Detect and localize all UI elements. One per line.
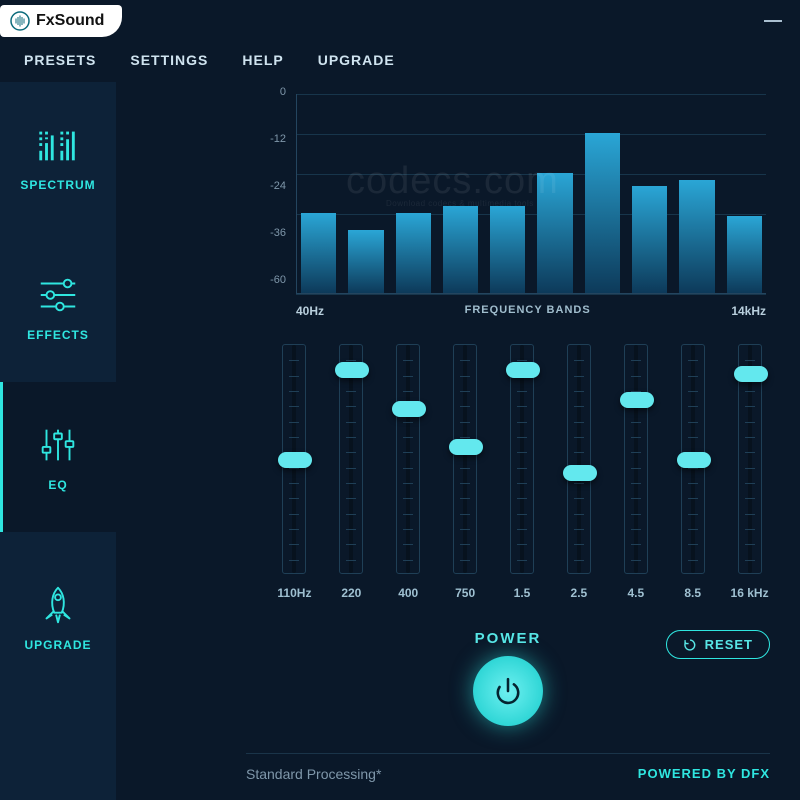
sidebar-item-label: UPGRADE: [24, 638, 91, 652]
eq-slider[interactable]: [681, 344, 705, 574]
app-name: FxSound: [36, 12, 104, 30]
app-logo: FxSound: [0, 5, 122, 37]
eq-slider[interactable]: [339, 344, 363, 574]
minimize-button[interactable]: [764, 20, 782, 22]
eq-slider[interactable]: [282, 344, 306, 574]
sidebar-item-label: SPECTRUM: [20, 178, 95, 192]
chart-bar: [443, 206, 478, 293]
slider-thumb[interactable]: [449, 439, 483, 455]
reset-label: RESET: [705, 637, 753, 652]
menu-upgrade[interactable]: UPGRADE: [318, 52, 395, 68]
eq-slider[interactable]: [624, 344, 648, 574]
eq-slider[interactable]: [738, 344, 762, 574]
eq-slider[interactable]: [567, 344, 591, 574]
reset-icon: [683, 638, 697, 652]
sidebar-item-label: EQ: [48, 478, 67, 492]
sidebar: SPECTRUM EFFECTS EQ: [0, 82, 116, 800]
eq-slider[interactable]: [396, 344, 420, 574]
preset-name: Standard Processing*: [246, 766, 381, 782]
slider-label: 220: [341, 586, 361, 600]
sidebar-item-label: EFFECTS: [27, 328, 89, 342]
chart-bar: [348, 230, 383, 293]
soundwave-icon: [10, 11, 30, 31]
slider-label: 110Hz: [277, 586, 311, 600]
menu-help[interactable]: HELP: [242, 52, 283, 68]
chart-bar: [537, 173, 572, 293]
chart-bar: [679, 180, 714, 293]
chart-bar: [585, 133, 620, 293]
eq-slider[interactable]: [510, 344, 534, 574]
slider-thumb[interactable]: [677, 452, 711, 468]
axis-right-label: 14kHz: [731, 304, 766, 318]
menu-settings[interactable]: SETTINGS: [130, 52, 208, 68]
sidebar-item-spectrum[interactable]: SPECTRUM: [0, 82, 116, 232]
eq-icon: [35, 422, 81, 468]
sidebar-item-upgrade[interactable]: UPGRADE: [0, 532, 116, 702]
main-panel: 0-12-24-36-60 40Hz FREQUENCY BANDS 14kHz…: [116, 82, 800, 800]
menu-presets[interactable]: PRESETS: [24, 52, 96, 68]
slider-label: 8.5: [684, 586, 701, 600]
sidebar-item-effects[interactable]: EFFECTS: [0, 232, 116, 382]
frequency-chart: [296, 94, 766, 294]
effects-icon: [35, 272, 81, 318]
slider-label: 2.5: [571, 586, 588, 600]
slider-thumb[interactable]: [506, 362, 540, 378]
sidebar-item-eq[interactable]: EQ: [0, 382, 116, 532]
menubar: PRESETS SETTINGS HELP UPGRADE: [0, 42, 800, 82]
powered-by: POWERED BY DFX: [638, 766, 770, 782]
power-label: POWER: [475, 630, 542, 647]
spectrum-icon: [35, 122, 81, 168]
slider-label: 16 kHz: [731, 586, 769, 600]
footer: Standard Processing* POWERED BY DFX: [246, 753, 770, 782]
chart-x-axis: 40Hz FREQUENCY BANDS 14kHz: [296, 304, 766, 318]
slider-label: 400: [398, 586, 418, 600]
chart-bar: [727, 216, 762, 293]
power-icon: [491, 674, 525, 708]
reset-button[interactable]: RESET: [666, 630, 770, 659]
eq-sliders: 110Hz 220 400 750 1.5 2.5 4.5 8.5 16 kHz: [266, 344, 778, 600]
eq-slider[interactable]: [453, 344, 477, 574]
power-button[interactable]: [473, 656, 543, 726]
slider-thumb[interactable]: [392, 401, 426, 417]
chart-bar: [490, 206, 525, 293]
axis-center-label: FREQUENCY BANDS: [324, 304, 731, 318]
slider-label: 4.5: [627, 586, 644, 600]
slider-thumb[interactable]: [620, 392, 654, 408]
chart-bar: [396, 213, 431, 293]
chart-bar: [632, 186, 667, 293]
chart-y-axis: 0-12-24-36-60: [256, 86, 286, 286]
axis-left-label: 40Hz: [296, 304, 324, 318]
slider-thumb[interactable]: [278, 452, 312, 468]
slider-thumb[interactable]: [563, 465, 597, 481]
slider-thumb[interactable]: [335, 362, 369, 378]
slider-label: 1.5: [514, 586, 531, 600]
slider-label: 750: [455, 586, 475, 600]
slider-thumb[interactable]: [734, 366, 768, 382]
chart-bar: [301, 213, 336, 293]
rocket-icon: [35, 582, 81, 628]
